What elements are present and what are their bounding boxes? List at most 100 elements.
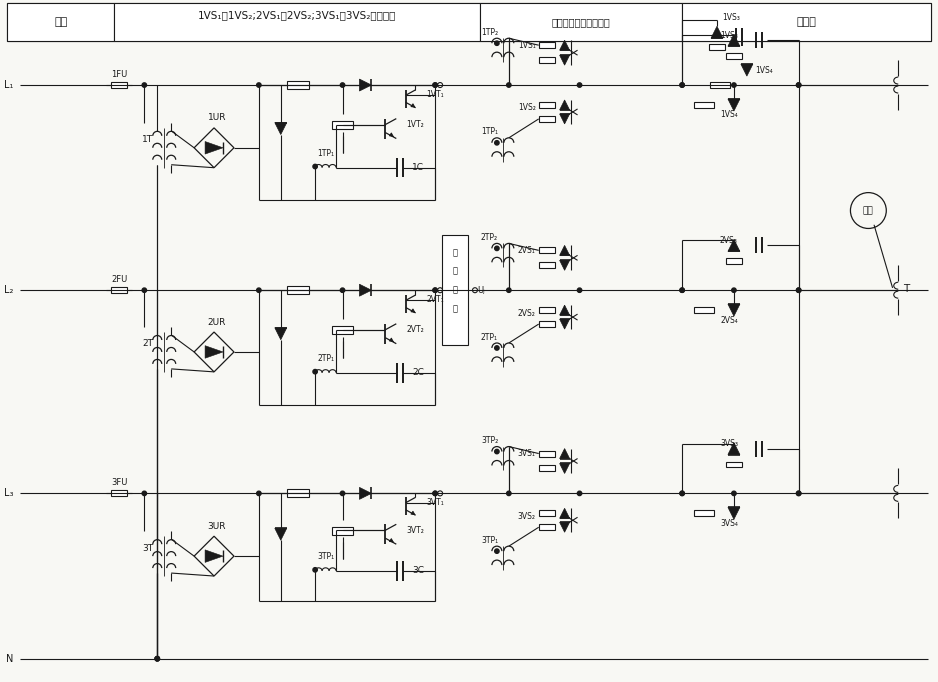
Text: 2TP₂: 2TP₂ [481,233,498,242]
Bar [114,3,480,41]
Polygon shape [728,443,740,454]
Circle shape [433,288,437,293]
Bar [287,490,309,497]
Polygon shape [728,507,740,519]
Text: 1VS₃: 1VS₃ [720,31,738,40]
Text: 1TP₁: 1TP₁ [317,149,334,158]
Circle shape [433,83,437,87]
Polygon shape [560,464,569,473]
Bar [538,510,554,516]
Bar [538,466,554,471]
Text: 2T: 2T [143,340,153,349]
Text: 负载: 负载 [863,206,873,215]
Text: 1TP₁: 1TP₁ [481,128,498,136]
Text: 压: 压 [452,305,458,314]
Circle shape [340,491,344,496]
Text: T: T [903,284,909,294]
Text: 2UR: 2UR [208,318,226,327]
Polygon shape [560,522,569,532]
Circle shape [494,41,499,46]
Circle shape [433,288,437,293]
Bar [538,451,554,456]
Text: L₁: L₁ [5,80,14,90]
Bar [726,53,742,59]
Bar [726,462,742,467]
Text: 3TP₁: 3TP₁ [317,552,334,561]
Bar [287,286,309,294]
Text: 2VS₂: 2VS₂ [518,309,536,318]
Text: 2TP₁: 2TP₁ [317,354,334,364]
Bar [538,42,554,48]
Circle shape [680,491,685,496]
Bar [538,307,554,313]
Text: 3T: 3T [143,544,154,552]
Bar [709,44,725,50]
Circle shape [796,491,801,496]
Polygon shape [205,142,223,154]
Circle shape [340,83,344,87]
Bar [538,116,554,122]
Circle shape [680,288,685,293]
Bar [112,82,128,88]
Circle shape [732,288,736,293]
Circle shape [155,657,159,661]
Text: 3VS₁: 3VS₁ [518,449,536,458]
Bar [694,307,714,313]
Polygon shape [560,261,569,270]
Text: 3VT₂: 3VT₂ [406,526,424,535]
Text: 1UR: 1UR [208,113,226,122]
Circle shape [796,491,801,496]
Bar [7,3,931,41]
Circle shape [494,449,499,454]
Bar [331,326,354,334]
Circle shape [433,491,437,496]
Text: 3VT₁: 3VT₁ [426,498,444,507]
Circle shape [680,83,685,87]
Polygon shape [728,239,740,252]
Circle shape [313,164,317,168]
Bar [538,321,554,327]
Circle shape [257,288,261,293]
Circle shape [340,288,344,293]
Text: L₃: L₃ [5,488,14,499]
Text: 1VS₁: 1VS₁ [518,41,536,50]
Bar [694,102,714,108]
Circle shape [578,288,582,293]
Text: 电: 电 [452,286,458,295]
Circle shape [313,567,317,572]
Bar [112,287,128,293]
Circle shape [578,491,582,496]
Circle shape [680,83,685,87]
Circle shape [796,288,801,293]
Circle shape [732,491,736,496]
Circle shape [143,83,146,87]
Polygon shape [205,550,223,563]
Text: 保护: 保护 [54,17,68,27]
Polygon shape [560,100,569,110]
Bar [726,258,742,265]
Bar [538,524,554,530]
Text: L₂: L₂ [5,285,14,295]
Polygon shape [359,79,371,91]
Text: 3C: 3C [412,566,424,576]
Polygon shape [560,508,569,518]
Bar [538,57,554,63]
Circle shape [494,140,499,145]
Bar [682,3,931,41]
Text: 1VS₄: 1VS₄ [755,65,773,74]
Polygon shape [205,346,223,358]
Polygon shape [728,304,740,316]
Text: 3TP₂: 3TP₂ [481,436,498,445]
Text: 1FU: 1FU [112,70,128,78]
Circle shape [507,491,511,496]
Circle shape [494,246,499,250]
Polygon shape [560,246,569,255]
Polygon shape [560,319,569,329]
Bar [112,490,128,496]
Circle shape [796,288,801,293]
Text: 1VS₄: 1VS₄ [720,110,738,119]
Polygon shape [560,40,569,50]
Text: 2VT₁: 2VT₁ [426,295,444,304]
Bar [538,263,554,268]
Bar [7,3,114,41]
